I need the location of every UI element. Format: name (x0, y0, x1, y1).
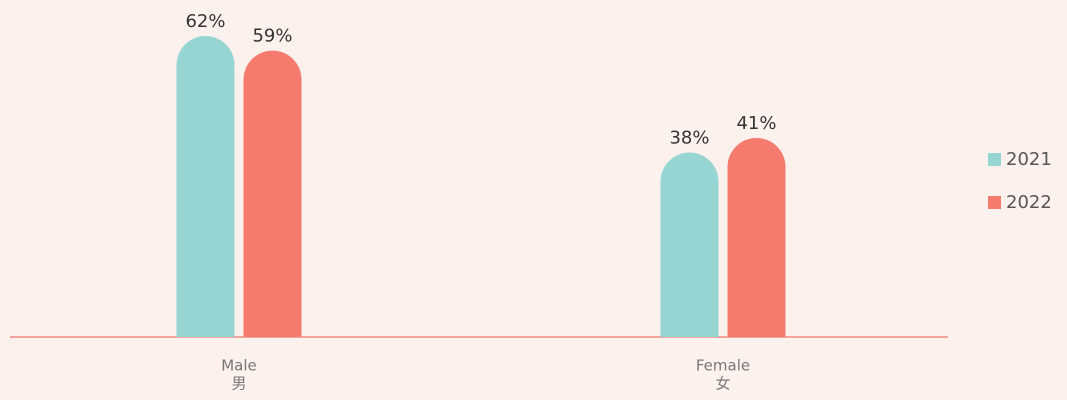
bar (727, 137, 786, 337)
x-tick-label: 男 (231, 375, 246, 393)
legend-swatch (988, 153, 1001, 166)
x-tick-label: 女 (715, 375, 730, 393)
x-tick-label: Male (221, 357, 257, 375)
data-label: 41% (736, 113, 776, 134)
data-label: 59% (252, 26, 292, 47)
legend-label: 2021 (1006, 149, 1052, 170)
data-label: 38% (669, 128, 709, 149)
data-label: 62% (185, 11, 225, 32)
bar (243, 50, 302, 337)
legend-swatch (988, 196, 1001, 209)
bar (176, 36, 235, 338)
legend-label: 2022 (1006, 192, 1052, 213)
bar (660, 152, 719, 337)
x-tick-label: Female (696, 357, 750, 375)
